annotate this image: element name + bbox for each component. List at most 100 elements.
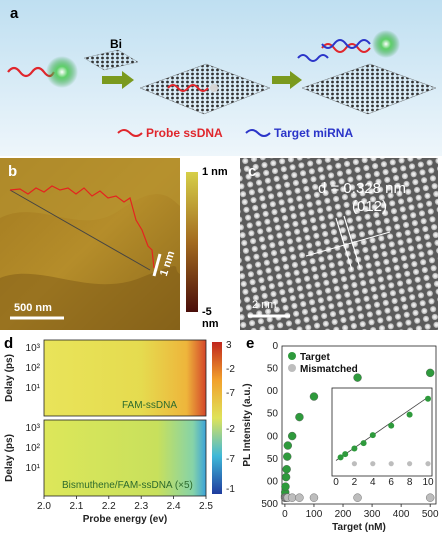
profile-line [9,189,151,271]
inset-target-point [406,411,413,418]
d-ytick-label: 10² [26,363,41,374]
panel-c: c d = 0.328 nm (012) 2 nm [240,158,438,330]
e-xtick-label: 0 [282,509,288,520]
d-ytick-label: 10³ [26,423,41,434]
d-ylabel: Delay (ps) [4,434,15,482]
e-xtick-label: 200 [335,509,352,520]
inset-xtick-label: 10 [422,477,434,488]
d-xtick-label: 2.0 [37,501,51,512]
e-ytick-label: 00 [267,386,279,397]
inset-xtick-label: 6 [388,477,394,488]
inset-target-point [388,422,395,429]
panel-a-label: a [10,5,19,22]
panel-e-label: e [246,335,255,352]
d-ylabel: Delay (ps) [4,354,15,402]
d-xtick-label: 2.1 [69,501,83,512]
d-spacing-label: d = 0.328 nm [318,180,406,197]
colorbar-b-max: 1 nm [202,166,228,178]
legend-label: Mismatched [300,364,358,375]
inset-target-point [360,440,367,447]
bismuthene-sheet-1 [139,63,271,115]
panel-a-scheme [0,0,442,156]
inset-xtick-label: 0 [333,477,339,488]
scalebar-c-label: 2 nm [252,299,277,311]
target-point [287,431,297,441]
panel-b-label: b [8,163,18,180]
e-ytick-label: 50 [267,454,279,465]
d-ytick-label: 10¹ [26,383,41,394]
e-xtick-label: 400 [393,509,410,520]
d-xtick-label: 2.4 [167,501,181,512]
target-point [282,465,291,474]
panel-a: a Bi Probe ssDNA Target miRNA [0,0,442,156]
d-ytick-label: 10² [26,443,41,454]
d-ytick-label: 10¹ [26,463,41,474]
d-cbar-tick: -2 [226,424,235,435]
d-cbar-tick: -7 [226,454,235,465]
e-plot-frame [281,345,437,505]
inset-fit-line [335,396,429,461]
d-xtick-label: 2.5 [199,501,213,512]
e-ylabel: PL Intensity (a.u.) [242,383,253,466]
e-ytick-label: 00 [267,476,279,487]
d-xtick-label: 2.3 [134,501,148,512]
mismatched-point [287,493,297,502]
e-ytick-label: 0 [272,341,278,352]
inset-mismatched-point [407,461,413,467]
panel-b-afm [0,158,198,330]
e-ytick-label: 00 [267,431,279,442]
e-ytick-label: 50 [267,364,279,375]
inset-mismatched-point [388,461,394,467]
e-ytick-label: 500 [261,499,278,510]
d-xlabel: Probe energy (ev) [83,514,167,525]
d-cbar-tick: -2 [226,364,235,375]
fluorophore-glow [46,56,78,88]
inset-target-point [351,445,358,452]
inset-mismatched-point [370,461,376,467]
target-point [283,441,293,450]
mismatched-point [353,493,362,502]
inset-mismatched-point [425,461,431,467]
map-top [44,340,206,416]
arrow-2 [272,71,302,89]
panel-b: b 1 nm -5 nm 500 nm 1 nm [0,158,230,330]
inset-target-point [369,432,376,439]
plane-label: (012) [352,198,388,215]
legend-target-mirna: Target miRNA [274,126,354,140]
map-bottom [44,420,206,496]
target-point [281,472,291,482]
mismatched-point [309,493,319,502]
e-ytick-label: 50 [267,409,279,420]
d-ytick-label: 10³ [26,343,41,354]
panel-c-label: c [248,163,257,180]
inset-xtick-label: 4 [370,477,376,488]
colorbar-d [212,342,222,494]
target-point [425,368,435,378]
inset-frame [331,387,433,477]
inset-xtick-label: 2 [352,477,358,488]
map-bottom-label: Bismuthene/FAM-ssDNA (×5) [62,480,193,491]
target-point [283,452,292,461]
inset-mismatched-point [351,461,357,467]
d-cbar-tick: -1 [226,484,235,495]
target-point [295,412,304,422]
e-xlabel: Target (nM) [332,522,386,533]
inset-xtick-label: 8 [407,477,413,488]
target-point [353,373,362,382]
panel-d-label: d [4,335,14,352]
map-top-label: FAM-ssDNA [122,400,177,411]
inset-target-point [342,451,349,458]
d-xtick-label: 2.2 [102,501,116,512]
bismuthene-sheet-2 [301,63,437,115]
mismatched-point [425,493,435,502]
legend-marker [288,352,296,360]
height-profile-trace [9,185,155,269]
colorbar-b [186,172,198,312]
d-cbar-tick: 3 [226,340,232,351]
legend-probe-ssdna: Probe ssDNA [146,126,223,140]
target-point [281,482,290,491]
target-point [309,392,319,401]
panel-c-hrtem [240,158,438,330]
panel-e: 0 100 200 300 400 500 500 00 50 00 50 00 50 0 Target (… [240,336,442,537]
